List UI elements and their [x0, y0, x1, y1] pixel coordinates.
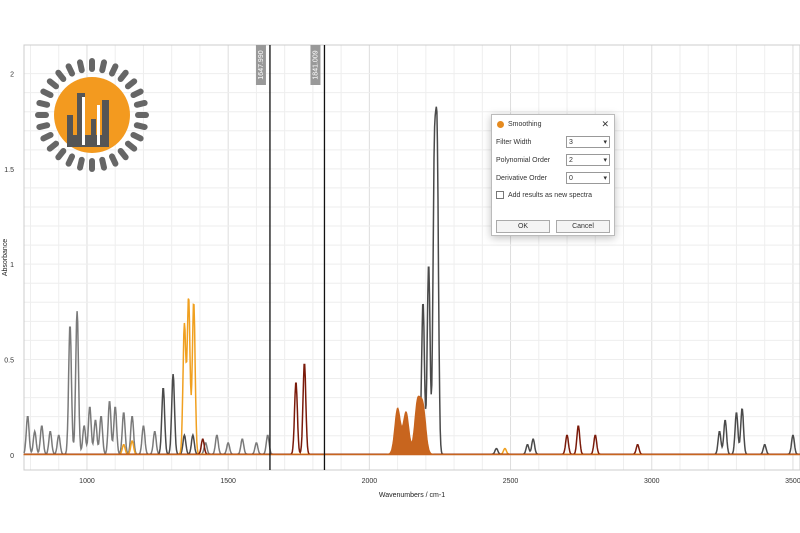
y-axis-label: Absorbance — [2, 239, 9, 276]
x-tick-label: 3000 — [644, 478, 660, 485]
x-axis-label: Wavenumbers / cm-1 — [379, 492, 445, 499]
chevron-down-icon: ▾ — [603, 175, 607, 182]
cursor-label: 1841.009 — [312, 50, 319, 79]
spectrum-series — [23, 395, 800, 456]
filter-width-label: Filter Width — [496, 138, 532, 146]
polynomial-order-select[interactable]: 2 ▾ — [566, 154, 610, 166]
app-logo — [35, 58, 149, 172]
add-results-checkbox[interactable]: Add results as new spectra — [492, 187, 614, 203]
cursor-label: 1647.990 — [258, 50, 265, 79]
filter-width-select[interactable]: 3 ▾ — [566, 136, 610, 148]
spectrum-series — [24, 298, 800, 455]
cursor-label-bg — [310, 45, 321, 85]
close-icon[interactable]: ✕ — [601, 118, 609, 129]
x-tick-label: 3500 — [785, 478, 800, 485]
spectrum-series — [23, 311, 800, 455]
y-tick-label: 0.5 — [4, 357, 14, 364]
dialog-title: Smoothing — [508, 120, 542, 128]
y-tick-label: 1 — [10, 262, 14, 269]
ok-button[interactable]: OK — [496, 220, 550, 233]
polynomial-order-label: Polynomial Order — [496, 156, 551, 164]
cursor-label-bg — [255, 45, 266, 85]
chevron-down-icon: ▾ — [603, 139, 607, 146]
smoothing-dialog: Smoothing ✕ Filter Width 3 ▾ Polynomial Ord… — [491, 114, 615, 236]
y-tick-label: 2 — [10, 72, 14, 79]
x-tick-label: 2500 — [503, 478, 519, 485]
x-tick-label: 2000 — [362, 478, 378, 485]
derivative-order-select[interactable]: 0 ▾ — [566, 172, 610, 184]
chevron-down-icon: ▾ — [603, 157, 607, 164]
x-tick-label: 1000 — [79, 478, 95, 485]
cancel-button[interactable]: Cancel — [556, 220, 610, 233]
y-tick-label: 0 — [10, 453, 14, 460]
derivative-order-label: Derivative Order — [496, 174, 547, 182]
app-icon — [497, 120, 504, 128]
plot-frame — [23, 44, 800, 471]
x-tick-label: 1500 — [220, 478, 236, 485]
y-tick-label: 1.5 — [4, 167, 14, 174]
